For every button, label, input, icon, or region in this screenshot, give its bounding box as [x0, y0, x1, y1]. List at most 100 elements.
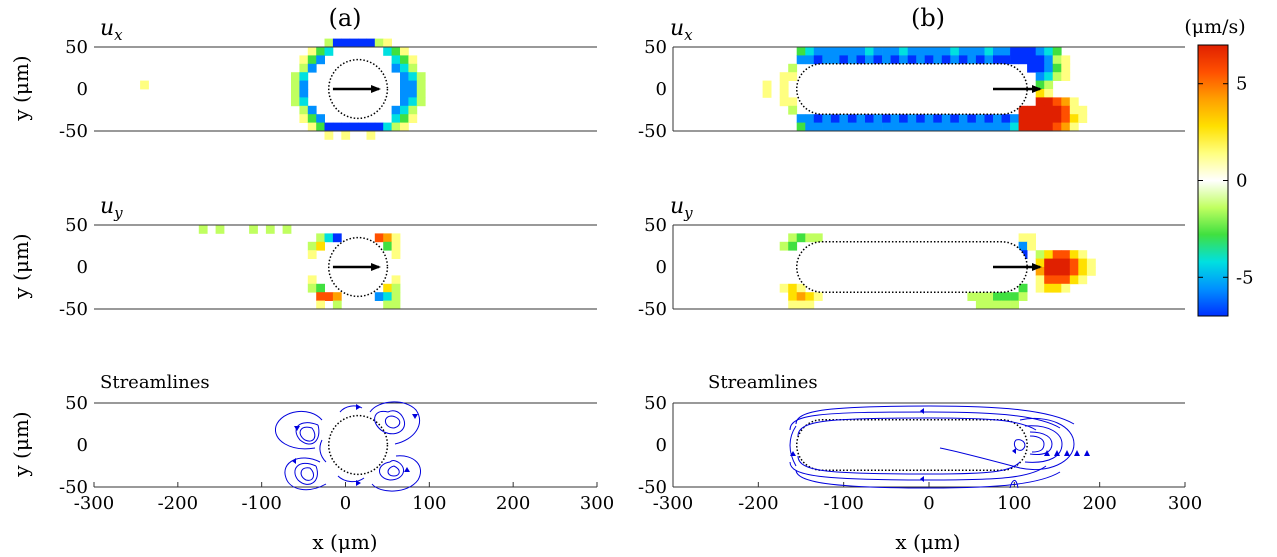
heatmap-cell [805, 233, 815, 243]
heatmap-cell [1061, 55, 1071, 65]
heatmap-cell [1018, 55, 1028, 65]
streamline-arrow [294, 426, 300, 431]
streamline-b-wrap2 [795, 469, 1061, 489]
heatmap-cell [796, 47, 806, 56]
heatmap-cell [975, 47, 985, 56]
heatmap-cell [899, 47, 908, 56]
heatmap-cell [1027, 233, 1036, 243]
heatmap-cell [882, 47, 891, 56]
heatmap-cell [358, 122, 367, 132]
heatmap-cell [830, 122, 840, 132]
heatmap-cell [391, 114, 401, 123]
heatmap-cell [1010, 55, 1019, 65]
rod-body [795, 63, 1028, 115]
heatmap-cell [408, 55, 418, 65]
streamline-arrow [1074, 450, 1080, 456]
heatmap-cell [1018, 283, 1028, 293]
heatmap-cell [856, 47, 866, 56]
heatmap-cell [967, 55, 977, 65]
heatmap-cell [1010, 122, 1019, 132]
y-tick-label: -50 [638, 477, 667, 498]
streamline-a-bl-inner [300, 467, 314, 481]
heatmap-cell [839, 114, 849, 123]
heatmap-cell [984, 300, 994, 310]
heatmap-cell [408, 105, 418, 115]
heatmap-cell [366, 122, 376, 132]
streamline-a-br-outer [371, 455, 421, 492]
heatmap-cell [907, 47, 917, 56]
heatmap-cell [265, 225, 275, 234]
heatmap-cell [975, 300, 985, 310]
heatmap-cell [374, 233, 384, 243]
heatmap-cell [1027, 55, 1036, 65]
heatmap-cell [779, 283, 789, 293]
heatmap-cell [332, 233, 342, 243]
heatmap-cell [847, 122, 857, 132]
heatmap-cell [1061, 63, 1071, 73]
streamline-a-left [319, 439, 327, 463]
heatmap-cell [299, 72, 309, 81]
y-tick-label: 50 [644, 393, 667, 414]
heatmap-cell [1052, 63, 1062, 73]
heatmap-cell [1078, 250, 1088, 259]
heatmap-cell [805, 47, 815, 56]
heatmap-cell [332, 292, 342, 301]
heatmap-cell [341, 122, 351, 132]
heatmap-cell [847, 47, 857, 56]
heatmap-cell [856, 114, 866, 123]
streamline-arrow [1044, 450, 1050, 456]
heatmap-cell [779, 72, 789, 81]
heatmap-cell [408, 63, 418, 73]
heatmap-cell [933, 122, 943, 132]
heatmap-cell [1061, 114, 1071, 123]
heatmap-cell [822, 122, 832, 132]
y-tick-label: 0 [77, 435, 88, 456]
streamline-a-tr [374, 410, 406, 435]
heatmap-cell [1052, 97, 1062, 107]
heatmap-cell [933, 47, 943, 56]
heatmap-cell [788, 292, 798, 301]
heatmap-cell [873, 114, 883, 123]
heatmap-cell [796, 283, 806, 293]
heatmap-cell [805, 300, 815, 310]
heatmap-cell [383, 38, 392, 48]
streamline-a-bl-outer [284, 457, 327, 491]
streamline-arrow [1012, 448, 1016, 454]
heatmap-cell [1069, 97, 1079, 107]
heatmap-cell [1052, 258, 1062, 268]
colorbar-tick-label: 5 [1236, 74, 1247, 95]
heatmap-cell [332, 38, 342, 48]
heatmap-cell [907, 55, 917, 65]
heatmap-cell [400, 72, 409, 81]
heatmap-cell [316, 283, 325, 293]
heatmap-cell [856, 122, 866, 132]
heatmap-cell [941, 114, 951, 123]
heatmap-cell [307, 55, 317, 65]
heatmap-cell [1069, 114, 1079, 123]
y-axis-label-row1: y (μm) [9, 55, 33, 121]
heatmap-cell [1035, 97, 1045, 107]
heatmap-cell [890, 47, 900, 56]
heatmap-cell [1069, 250, 1079, 259]
heatmap-cell [788, 283, 798, 293]
heatmap-cell [1052, 55, 1062, 65]
heatmap-cell [847, 55, 857, 65]
heatmap-cell [1078, 114, 1088, 123]
heatmap-cell [299, 105, 309, 115]
streamline-b-wrap3 [789, 411, 1061, 431]
heatmap-cell [822, 55, 832, 65]
heatmap-cell [307, 63, 317, 73]
heatmap-cell [839, 122, 849, 132]
streamline-arrow [412, 414, 418, 419]
heatmap-cell [383, 241, 392, 251]
heatmap-cell [1061, 97, 1071, 107]
streamlines-label-b: Streamlines [708, 372, 818, 393]
heatmap-cell [299, 89, 309, 98]
heatmap-cell [391, 241, 401, 251]
heatmap-cell [1035, 63, 1045, 73]
heatmap-cell [1069, 258, 1079, 268]
heatmap-cell [873, 122, 883, 132]
heatmap-cell [391, 283, 401, 293]
heatmap-cell [1044, 97, 1054, 107]
heatmap-cell [1035, 114, 1045, 123]
